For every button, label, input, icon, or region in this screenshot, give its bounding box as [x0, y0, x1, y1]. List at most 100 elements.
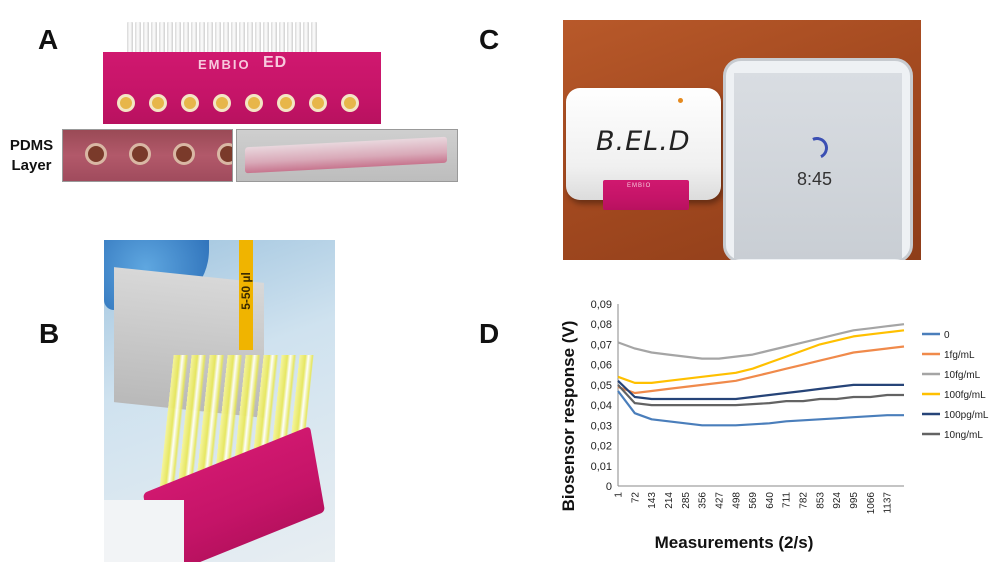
connector-pin [223, 22, 229, 56]
y-tick-label: 0,06 [591, 360, 612, 372]
x-tick-label: 569 [748, 492, 759, 509]
electrode-pad [245, 94, 263, 112]
connector-pin [303, 22, 309, 56]
legend-label: 10ng/mL [944, 430, 983, 441]
electrode-pad [149, 94, 167, 112]
pdms-well [129, 143, 151, 165]
connector-pin [231, 22, 237, 56]
electrode-pad [213, 94, 231, 112]
chart-axes [617, 304, 904, 487]
connector-pin [183, 22, 189, 56]
electrode-pad [277, 94, 295, 112]
panel-d-letter: D [479, 318, 500, 349]
connector-pin [151, 22, 157, 56]
pdms-well [173, 143, 195, 165]
x-tick-label: 72 [630, 492, 641, 504]
electrode-pad [309, 94, 327, 112]
x-tick-labels: 1 72 143 214 285 356 427 498 569 640 711 782 853 924 9… [614, 492, 894, 515]
y-axis-label: Biosensor response (V) [559, 321, 578, 512]
connector-pin [279, 22, 285, 56]
inserted-pcb-brand: EMBIO [627, 183, 652, 189]
series-line [617, 384, 904, 407]
pdms-wells [85, 143, 232, 165]
y-tick-labels: 0 0,01 0,02 0,03 0,04 0,05 0,06 0,07 0,08 0,09 [591, 299, 612, 493]
x-tick-label: 924 [832, 492, 843, 509]
y-tick-label: 0,04 [591, 400, 612, 412]
legend-label: 1fg/mL [944, 350, 975, 361]
y-tick-label: 0,07 [591, 339, 612, 351]
pdms-label: PDMS Layer [4, 136, 59, 176]
connector-pin [167, 22, 173, 56]
panel-b-pipette-photo: 5-50 µl [104, 240, 335, 562]
series-line [617, 390, 904, 427]
connector-pin [207, 22, 213, 56]
pcb-connector-pins [127, 22, 317, 56]
connector-pin [199, 22, 205, 56]
pipette-yellow-label [239, 240, 253, 350]
legend-label: 10fg/mL [944, 370, 981, 381]
connector-pin [311, 22, 317, 56]
status-led-icon [678, 98, 683, 103]
pcb-brand-label: EMBIO [198, 57, 251, 72]
bench-surface [104, 500, 184, 562]
tablet-time: 8:45 [797, 169, 833, 189]
x-tick-label: 498 [731, 492, 742, 509]
x-tick-label: 214 [664, 492, 675, 509]
loading-spinner-icon [802, 133, 832, 163]
connector-pin [143, 22, 149, 56]
pdms-layer-photo-right [236, 129, 458, 182]
connector-pin [159, 22, 165, 56]
x-tick-label: 782 [799, 492, 810, 509]
pdms-layer-photo-left [62, 129, 233, 182]
panel-b-letter: B [39, 318, 60, 349]
connector-pin [175, 22, 181, 56]
series-line [617, 323, 905, 360]
y-tick-label: 0,05 [591, 380, 612, 392]
series-line [617, 329, 905, 385]
tablet-screen: 8:45 [734, 73, 902, 259]
connector-pin [263, 22, 269, 56]
pdms-label-line2: Layer [11, 157, 52, 174]
y-tick-label: 0 [606, 481, 612, 493]
y-tick-label: 0,09 [591, 299, 612, 311]
panel-c-device-photo: B.EL.D EMBIO 8:45 [563, 20, 921, 260]
connector-pin [191, 22, 197, 56]
x-tick-label: 995 [849, 492, 860, 509]
connector-pin [135, 22, 141, 56]
electrode-pad [181, 94, 199, 112]
x-tick-label: 143 [647, 492, 658, 509]
pcb-logo: ED [263, 54, 288, 71]
connector-pin [287, 22, 293, 56]
tablet-device: 8:45 [723, 58, 913, 260]
electrode-row [117, 94, 359, 112]
panel-a-pcb-photo: EMBIO ED [103, 22, 381, 124]
y-tick-label: 0,08 [591, 319, 612, 331]
panel-c-letter: C [479, 24, 500, 55]
x-axis-label: Measurements (2/s) [655, 533, 814, 552]
chart-legend: 0 1fg/mL 10fg/mL 100fg/mL 100pg/mL 10ng/mL [922, 330, 989, 441]
connector-pin [295, 22, 301, 56]
bel-d-device-label: B.EL.D [596, 126, 691, 157]
legend-label: 0 [944, 330, 950, 341]
connector-pin [255, 22, 261, 56]
x-tick-label: 640 [765, 492, 776, 509]
x-tick-label: 1 [614, 492, 625, 498]
legend-label: 100pg/mL [944, 410, 989, 421]
x-tick-label: 427 [714, 492, 725, 509]
panel-a-letter: A [38, 24, 59, 55]
pdms-well [85, 143, 107, 165]
y-tick-label: 0,02 [591, 441, 612, 453]
series-line [617, 380, 904, 401]
pdms-label-line1: PDMS [9, 137, 54, 154]
pipette-volume-label: 5-50 µl [238, 272, 253, 310]
x-tick-label: 853 [815, 492, 826, 509]
y-tick-label: 0,01 [591, 461, 612, 473]
chart-series [617, 323, 905, 427]
legend-label: 100fg/mL [944, 390, 986, 401]
x-tick-label: 356 [698, 492, 709, 509]
pdms-side-view [245, 136, 447, 174]
electrode-pad [341, 94, 359, 112]
inserted-pcb-strip: EMBIO [603, 180, 689, 210]
x-tick-label: 285 [681, 492, 692, 509]
